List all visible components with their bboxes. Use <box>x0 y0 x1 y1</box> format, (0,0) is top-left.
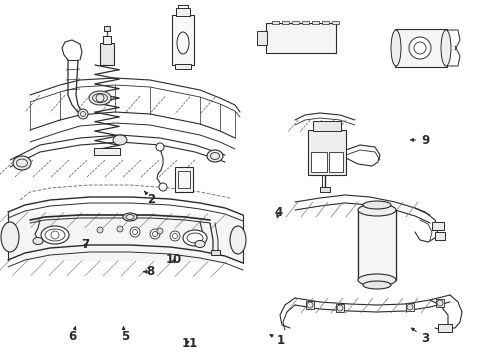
Bar <box>437 324 451 332</box>
Circle shape <box>117 226 123 232</box>
Bar <box>210 250 220 255</box>
Bar <box>431 222 443 230</box>
Bar <box>394 29 446 67</box>
Ellipse shape <box>390 30 400 66</box>
Ellipse shape <box>362 281 390 289</box>
Text: 1: 1 <box>269 334 285 347</box>
Bar <box>434 232 444 240</box>
Ellipse shape <box>357 274 395 286</box>
Ellipse shape <box>229 226 245 254</box>
Ellipse shape <box>357 204 395 216</box>
Text: 8: 8 <box>143 265 154 278</box>
Polygon shape <box>8 212 243 263</box>
Bar <box>357 210 395 280</box>
Bar <box>328 152 342 172</box>
Circle shape <box>159 183 167 191</box>
Bar <box>104 26 110 31</box>
Ellipse shape <box>13 156 31 170</box>
Bar <box>94 148 120 155</box>
Bar <box>319 187 329 192</box>
Bar <box>335 304 343 312</box>
Text: 9: 9 <box>410 134 428 147</box>
Bar <box>310 152 326 172</box>
Bar <box>311 21 318 24</box>
Bar <box>257 31 266 45</box>
Ellipse shape <box>440 30 450 66</box>
Bar <box>172 15 194 65</box>
Ellipse shape <box>41 226 69 244</box>
Text: 3: 3 <box>410 328 428 345</box>
Bar <box>265 23 335 53</box>
Ellipse shape <box>206 150 223 162</box>
Bar <box>100 43 114 65</box>
Bar <box>321 21 328 24</box>
Ellipse shape <box>113 135 127 145</box>
Ellipse shape <box>195 240 204 248</box>
Bar <box>178 171 190 188</box>
Bar <box>291 21 298 24</box>
Text: 4: 4 <box>274 206 282 219</box>
Bar <box>312 121 340 131</box>
Text: 11: 11 <box>181 337 198 350</box>
Bar <box>302 21 308 24</box>
Bar <box>282 21 288 24</box>
Text: 6: 6 <box>68 327 76 343</box>
Bar <box>103 36 111 44</box>
Circle shape <box>170 231 180 241</box>
Bar <box>176 8 190 16</box>
Bar <box>405 303 413 311</box>
Bar <box>305 301 313 309</box>
Circle shape <box>156 143 163 151</box>
Bar <box>271 21 279 24</box>
Text: 10: 10 <box>165 253 182 266</box>
Ellipse shape <box>123 213 137 221</box>
Circle shape <box>130 227 140 237</box>
Circle shape <box>78 109 88 119</box>
Circle shape <box>97 227 103 233</box>
Ellipse shape <box>33 238 43 244</box>
Bar <box>331 21 338 24</box>
Bar <box>307 130 346 175</box>
Circle shape <box>150 229 160 239</box>
Text: 7: 7 <box>81 238 89 251</box>
Ellipse shape <box>183 230 206 246</box>
Ellipse shape <box>362 201 390 209</box>
Circle shape <box>408 37 430 59</box>
Circle shape <box>157 228 163 234</box>
Bar <box>435 299 443 307</box>
Bar <box>175 64 191 69</box>
Text: 5: 5 <box>121 327 128 343</box>
Bar <box>175 167 193 192</box>
Ellipse shape <box>89 91 111 105</box>
Text: 2: 2 <box>144 191 155 206</box>
Ellipse shape <box>1 222 19 252</box>
